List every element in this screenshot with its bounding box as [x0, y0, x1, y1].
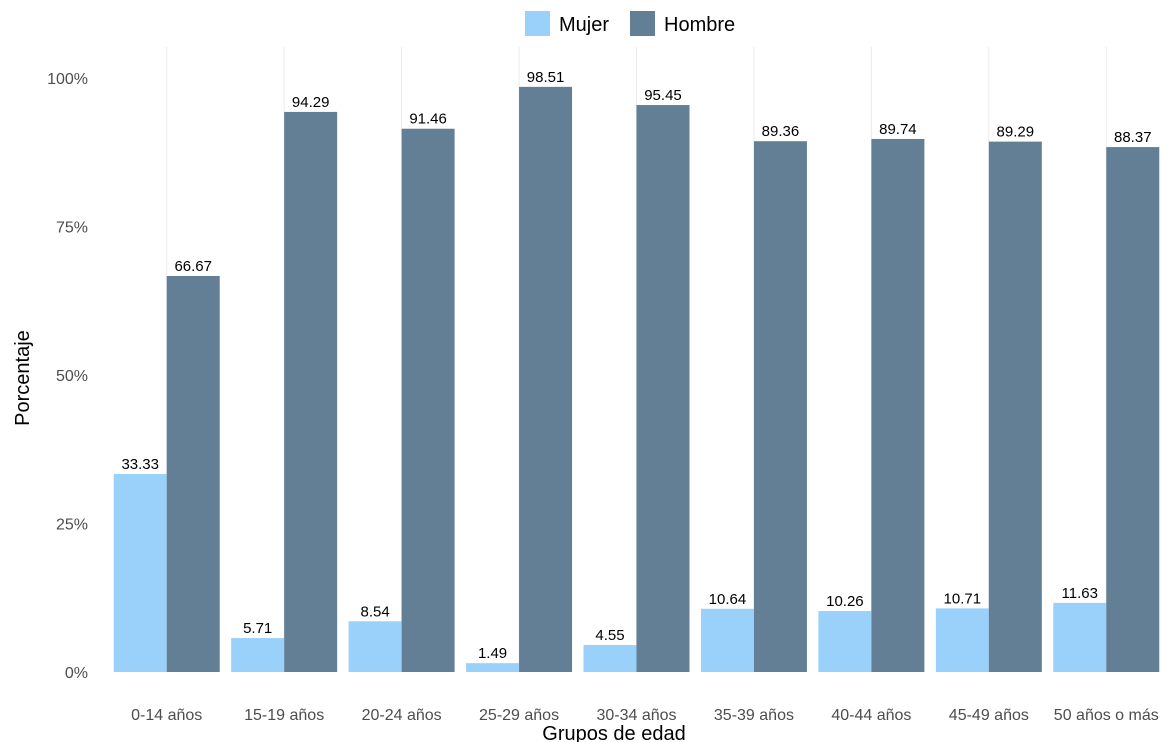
bars [113, 86, 1160, 673]
bar-mujer-25-29-anos [466, 663, 520, 672]
x-tick-label-0-14-anos: 0-14 años [131, 707, 202, 724]
x-tick-label-50-anos-o-mas: 50 años o más [1054, 707, 1159, 724]
data-label-mujer-25-29-anos: 1.49 [478, 645, 507, 662]
data-label-hombre-35-39-anos: 89.36 [762, 123, 800, 140]
legend-swatch-mujer [525, 11, 550, 36]
bar-mujer-45-49-anos [935, 608, 989, 672]
data-label-hombre-0-14-anos: 66.67 [174, 258, 212, 275]
y-tick-label-25: 25% [56, 517, 88, 534]
bar-hombre-20-24-anos [401, 128, 455, 672]
data-label-mujer-0-14-anos: 33.33 [121, 456, 159, 473]
x-tick-label-35-39-anos: 35-39 años [714, 707, 794, 724]
bar-hombre-15-19-anos [284, 111, 338, 672]
data-label-mujer-50-anos-o-mas: 11.63 [1062, 585, 1098, 602]
bar-mujer-15-19-anos [231, 638, 285, 672]
data-label-hombre-15-19-anos: 94.29 [292, 94, 330, 111]
legend-swatch-hombre [630, 11, 655, 36]
bar-hombre-25-29-anos [519, 86, 573, 673]
bar-mujer-30-34-anos [583, 644, 637, 672]
data-label-hombre-20-24-anos: 91.46 [409, 111, 447, 128]
x-tick-label-15-19-anos: 15-19 años [244, 707, 324, 724]
data-label-mujer-35-39-anos: 10.64 [709, 591, 747, 608]
y-tick-label-50: 50% [56, 368, 88, 385]
bar-mujer-20-24-anos [348, 621, 402, 672]
x-tick-label-40-44-anos: 40-44 años [831, 707, 911, 724]
x-axis: 0-14 años 15-19 años 20-24 años 25-29 años 3… [131, 707, 1159, 724]
data-label-hombre-45-49-anos: 89.29 [997, 124, 1035, 141]
x-tick-label-30-34-anos: 30-34 años [596, 707, 676, 724]
bar-hombre-50-anos-o-mas [1106, 147, 1160, 672]
bar-mujer-0-14-anos [113, 474, 167, 672]
data-label-hombre-25-29-anos: 98.51 [527, 69, 565, 86]
data-label-mujer-40-44-anos: 10.26 [826, 593, 864, 610]
bar-hombre-0-14-anos [166, 275, 220, 672]
data-label-mujer-30-34-anos: 4.55 [595, 627, 624, 644]
y-tick-label-75: 75% [56, 220, 88, 237]
bar-hombre-35-39-anos [753, 141, 807, 672]
data-label-mujer-20-24-anos: 8.54 [361, 603, 390, 620]
data-label-hombre-50-anos-o-mas: 88.37 [1114, 129, 1152, 146]
x-axis-title: Grupos de edad [542, 723, 685, 742]
x-tick-label-25-29-anos: 25-29 años [479, 707, 559, 724]
bar-mujer-35-39-anos [700, 608, 754, 672]
x-tick-label-20-24-anos: 20-24 años [362, 707, 442, 724]
data-labels: 33.33 66.67 5.71 94.29 8.54 91.46 1.49 98.51 4.5… [121, 69, 1151, 662]
data-label-hombre-40-44-anos: 89.74 [879, 121, 917, 138]
data-label-mujer-15-19-anos: 5.71 [243, 620, 272, 637]
x-tick-label-45-49-anos: 45-49 años [949, 707, 1029, 724]
y-axis-title: Porcentaje [12, 330, 34, 426]
data-label-mujer-45-49-anos: 10.71 [944, 590, 982, 607]
bar-hombre-40-44-anos [871, 138, 925, 672]
bar-mujer-40-44-anos [818, 611, 872, 672]
legend-label-hombre: Hombre [664, 14, 735, 36]
y-tick-label-100: 100% [47, 71, 88, 88]
bar-hombre-30-34-anos [636, 105, 690, 673]
legend: Mujer Hombre [525, 11, 735, 36]
bar-hombre-45-49-anos [988, 141, 1042, 672]
bar-mujer-50-anos-o-mas [1053, 602, 1107, 672]
legend-label-mujer: Mujer [559, 14, 609, 36]
data-label-hombre-30-34-anos: 95.45 [644, 87, 682, 104]
y-tick-label-0: 0% [65, 665, 88, 682]
y-axis: 0% 25% 50% 75% 100% [47, 71, 88, 682]
